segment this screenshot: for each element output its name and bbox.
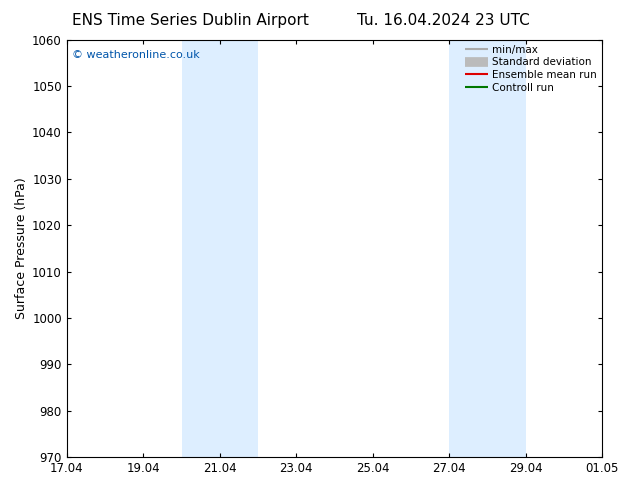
Bar [450, 40, 526, 457]
Legend: min/max, Standard deviation, Ensemble mean run, Controll run: min/max, Standard deviation, Ensemble me… [461, 41, 601, 97]
Text: Tu. 16.04.2024 23 UTC: Tu. 16.04.2024 23 UTC [358, 13, 530, 28]
Text: ENS Time Series Dublin Airport: ENS Time Series Dublin Airport [72, 13, 309, 28]
Y-axis label: Surface Pressure (hPa): Surface Pressure (hPa) [15, 177, 28, 319]
Bar [181, 40, 258, 457]
Text: © weatheronline.co.uk: © weatheronline.co.uk [72, 50, 200, 60]
